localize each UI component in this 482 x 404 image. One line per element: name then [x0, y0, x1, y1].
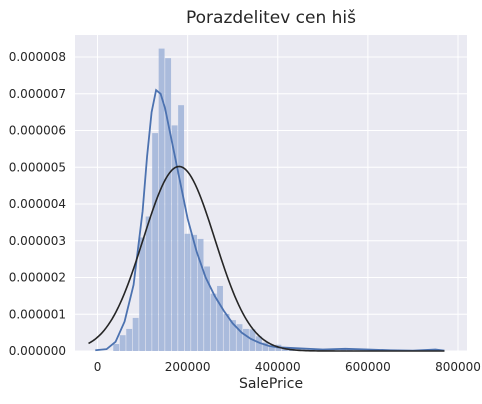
- chart-title: Porazdelitev cen hiš: [186, 8, 356, 28]
- histogram-bar: [185, 234, 191, 351]
- histogram-bar: [146, 217, 152, 351]
- y-tick-label: 0.000002: [9, 271, 66, 285]
- y-tick-label: 0.000008: [9, 50, 66, 64]
- y-tick-label: 0.000006: [9, 124, 66, 138]
- histogram-bar: [126, 329, 132, 351]
- histogram-bar: [113, 344, 119, 351]
- histogram-bar: [178, 105, 184, 351]
- y-tick-label: 0.000000: [9, 344, 66, 358]
- histogram-bar: [139, 237, 145, 351]
- x-axis-label: SalePrice: [239, 376, 303, 392]
- y-tick-label: 0.000005: [9, 160, 66, 174]
- histogram-bar: [133, 318, 139, 351]
- histogram-bar: [152, 133, 158, 351]
- x-tick-label: 800000: [435, 360, 481, 374]
- x-tick-label: 400000: [255, 360, 301, 374]
- y-tick-label: 0.000007: [9, 87, 66, 101]
- histogram-bar: [165, 58, 171, 351]
- histogram-bar: [211, 294, 217, 351]
- y-tick-label: 0.000004: [9, 197, 66, 211]
- histogram-bar: [243, 329, 249, 351]
- y-tick-labels: 0.000000 0.000001 0.000002 0.000003 0.000004…: [9, 50, 66, 358]
- y-tick-label: 0.000003: [9, 234, 66, 248]
- plot-background: [75, 35, 467, 351]
- x-tick-label: 600000: [345, 360, 391, 374]
- y-tick-label: 0.000001: [9, 307, 66, 321]
- x-tick-label: 200000: [165, 360, 211, 374]
- histogram-bar: [217, 286, 223, 351]
- histogram-bar: [120, 335, 126, 351]
- x-tick-label: 0: [94, 360, 102, 374]
- histogram-bar: [224, 314, 230, 351]
- x-tick-labels: 0 200000 400000 600000 800000: [94, 360, 481, 374]
